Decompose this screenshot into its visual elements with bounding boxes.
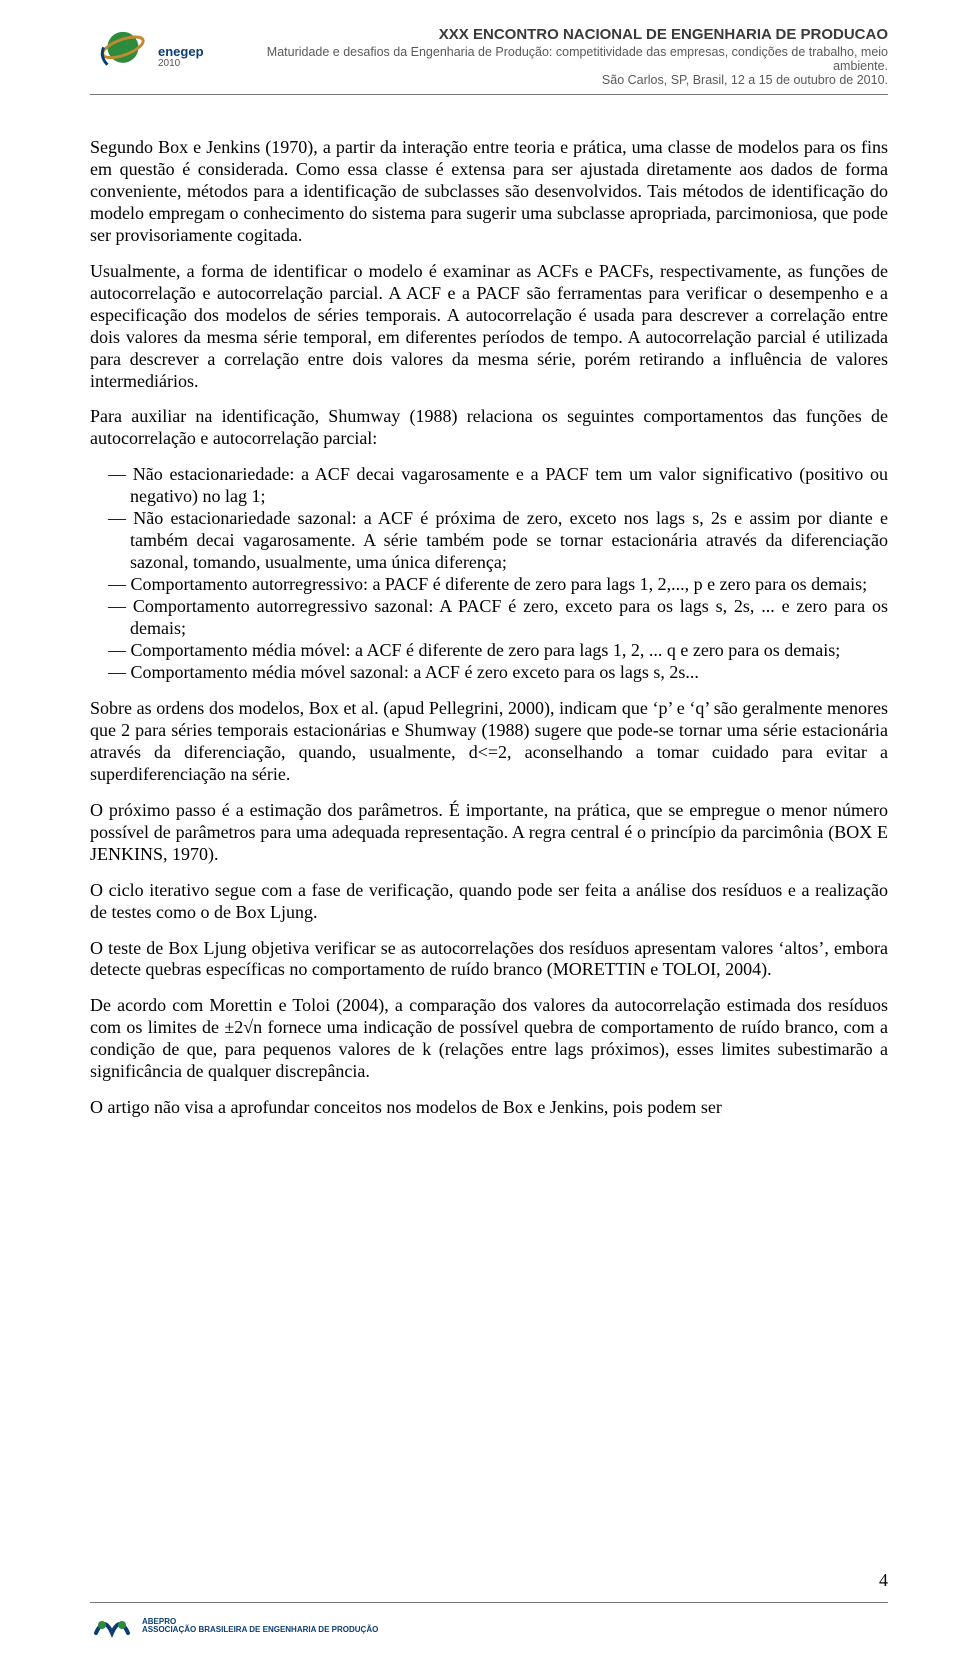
header-logo-text: enegep 2010 (158, 45, 204, 69)
logo-name: enegep (158, 45, 204, 59)
bullet-list: Não estacionariedade: a ACF decai vagaro… (90, 464, 888, 684)
list-item: Não estacionariedade sazonal: a ACF é pr… (90, 508, 888, 574)
paragraph: Para auxiliar na identificação, Shumway … (90, 406, 888, 450)
page-footer: ABEPRO ASSOCIAÇÃO BRASILEIRA DE ENGENHAR… (90, 1602, 888, 1643)
document-body: Segundo Box e Jenkins (1970), a partir d… (90, 137, 888, 1119)
header-title-block: XXX ENCONTRO NACIONAL DE ENGENHARIA DE P… (248, 26, 888, 87)
paragraph: De acordo com Morettin e Toloi (2004), a… (90, 995, 888, 1083)
list-item: Comportamento autorregressivo: a PACF é … (90, 574, 888, 596)
paragraph: O artigo não visa a aprofundar conceitos… (90, 1097, 888, 1119)
document-page: enegep 2010 XXX ENCONTRO NACIONAL DE ENG… (0, 0, 960, 1653)
abepro-logo-icon (90, 1609, 134, 1643)
paragraph: Segundo Box e Jenkins (1970), a partir d… (90, 137, 888, 247)
paragraph: O próximo passo é a estimação dos parâme… (90, 800, 888, 866)
conference-location-date: São Carlos, SP, Brasil, 12 a 15 de outub… (248, 73, 888, 87)
footer-logo-sub: ASSOCIAÇÃO BRASILEIRA DE ENGENHARIA DE P… (142, 1626, 378, 1634)
page-number: 4 (879, 1570, 888, 1591)
list-item: Comportamento autorregressivo sazonal: A… (90, 596, 888, 640)
page-header: enegep 2010 XXX ENCONTRO NACIONAL DE ENG… (90, 26, 888, 95)
enegep-logo-icon (90, 26, 152, 88)
paragraph: Usualmente, a forma de identificar o mod… (90, 261, 888, 393)
header-logo-block: enegep 2010 (90, 26, 204, 88)
paragraph: O teste de Box Ljung objetiva verificar … (90, 938, 888, 982)
paragraph: Sobre as ordens dos modelos, Box et al. … (90, 698, 888, 786)
list-item: Comportamento média móvel sazonal: a ACF… (90, 662, 888, 684)
footer-logo-text: ABEPRO ASSOCIAÇÃO BRASILEIRA DE ENGENHAR… (142, 1618, 378, 1635)
conference-title: XXX ENCONTRO NACIONAL DE ENGENHARIA DE P… (248, 26, 888, 43)
list-item: Comportamento média móvel: a ACF é difer… (90, 640, 888, 662)
list-item: Não estacionariedade: a ACF decai vagaro… (90, 464, 888, 508)
logo-year: 2010 (158, 59, 204, 70)
paragraph: O ciclo iterativo segue com a fase de ve… (90, 880, 888, 924)
conference-subtitle: Maturidade e desafios da Engenharia de P… (248, 45, 888, 73)
